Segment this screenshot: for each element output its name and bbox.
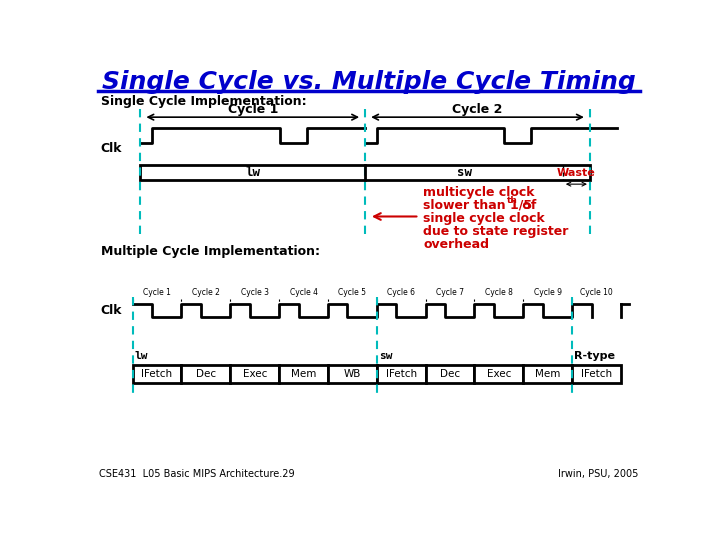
FancyBboxPatch shape xyxy=(474,365,523,383)
Text: IFetch: IFetch xyxy=(141,369,173,379)
Text: Waste: Waste xyxy=(557,167,595,178)
FancyBboxPatch shape xyxy=(140,165,590,180)
Text: CSE431  L05 Basic MIPS Architecture.29: CSE431 L05 Basic MIPS Architecture.29 xyxy=(99,469,295,480)
Text: sw: sw xyxy=(379,351,392,361)
Text: Cycle 1: Cycle 1 xyxy=(228,103,278,116)
Text: Exec: Exec xyxy=(243,369,267,379)
Text: Cycle 1: Cycle 1 xyxy=(143,288,171,298)
Text: Irwin, PSU, 2005: Irwin, PSU, 2005 xyxy=(558,469,639,480)
FancyBboxPatch shape xyxy=(132,365,181,383)
FancyBboxPatch shape xyxy=(328,365,377,383)
FancyBboxPatch shape xyxy=(279,365,328,383)
Text: slower than 1/5: slower than 1/5 xyxy=(423,199,532,212)
Text: Cycle 2: Cycle 2 xyxy=(452,103,503,116)
Text: Dec: Dec xyxy=(440,369,460,379)
Text: overhead: overhead xyxy=(423,238,490,251)
Text: lw: lw xyxy=(246,166,260,179)
Text: Cycle 2: Cycle 2 xyxy=(192,288,220,298)
Text: Cycle 5: Cycle 5 xyxy=(338,288,366,298)
Text: Clk: Clk xyxy=(101,304,122,317)
Text: IFetch: IFetch xyxy=(581,369,612,379)
Text: Cycle 7: Cycle 7 xyxy=(436,288,464,298)
Text: Multiple Cycle Implementation:: Multiple Cycle Implementation: xyxy=(101,245,320,259)
Text: single cycle clock: single cycle clock xyxy=(423,212,545,225)
FancyBboxPatch shape xyxy=(377,365,426,383)
Text: Mem: Mem xyxy=(291,369,316,379)
FancyBboxPatch shape xyxy=(523,365,572,383)
Text: sw: sw xyxy=(456,166,472,179)
Text: Dec: Dec xyxy=(196,369,216,379)
FancyBboxPatch shape xyxy=(181,365,230,383)
Text: multicycle clock: multicycle clock xyxy=(423,186,535,199)
Text: Cycle 6: Cycle 6 xyxy=(387,288,415,298)
Text: IFetch: IFetch xyxy=(386,369,417,379)
Text: lw: lw xyxy=(135,351,148,361)
FancyBboxPatch shape xyxy=(572,365,621,383)
Text: Clk: Clk xyxy=(101,142,122,155)
Text: due to state register: due to state register xyxy=(423,225,569,238)
Text: Single Cycle vs. Multiple Cycle Timing: Single Cycle vs. Multiple Cycle Timing xyxy=(102,70,636,94)
Text: Cycle 3: Cycle 3 xyxy=(240,288,269,298)
Text: R-type: R-type xyxy=(575,351,616,361)
Text: Exec: Exec xyxy=(487,369,511,379)
Text: Mem: Mem xyxy=(535,369,560,379)
FancyBboxPatch shape xyxy=(426,365,474,383)
Text: Cycle 9: Cycle 9 xyxy=(534,288,562,298)
Text: Single Cycle Implementation:: Single Cycle Implementation: xyxy=(101,95,307,108)
Text: Cycle 8: Cycle 8 xyxy=(485,288,513,298)
Text: Cycle 10: Cycle 10 xyxy=(580,288,613,298)
Text: Cycle 4: Cycle 4 xyxy=(289,288,318,298)
Text: of: of xyxy=(518,199,536,212)
Text: WB: WB xyxy=(343,369,361,379)
Text: th: th xyxy=(507,197,518,206)
FancyBboxPatch shape xyxy=(230,365,279,383)
